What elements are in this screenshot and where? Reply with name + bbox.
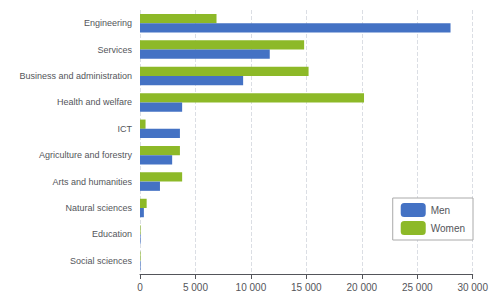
svg-text:15 000: 15 000 xyxy=(291,282,322,293)
svg-text:Women: Women xyxy=(431,223,465,234)
svg-text:ICT: ICT xyxy=(118,124,133,134)
svg-text:30 000: 30 000 xyxy=(457,282,488,293)
svg-text:10 000: 10 000 xyxy=(236,282,267,293)
svg-text:Agriculture and forestry: Agriculture and forestry xyxy=(39,150,133,160)
svg-text:Natural sciences: Natural sciences xyxy=(65,203,132,213)
svg-text:Education: Education xyxy=(92,229,132,239)
svg-text:0: 0 xyxy=(137,282,143,293)
svg-text:25 000: 25 000 xyxy=(402,282,433,293)
svg-text:Men: Men xyxy=(431,205,450,216)
svg-text:Engineering: Engineering xyxy=(84,18,132,28)
svg-text:20 000: 20 000 xyxy=(347,282,378,293)
svg-text:Services: Services xyxy=(97,45,132,55)
svg-text:5 000: 5 000 xyxy=(183,282,208,293)
svg-text:Health and welfare: Health and welfare xyxy=(57,97,132,107)
svg-text:Social sciences: Social sciences xyxy=(70,256,133,266)
svg-text:Business and administration: Business and administration xyxy=(19,71,132,81)
svg-text:Arts and humanities: Arts and humanities xyxy=(52,177,132,187)
